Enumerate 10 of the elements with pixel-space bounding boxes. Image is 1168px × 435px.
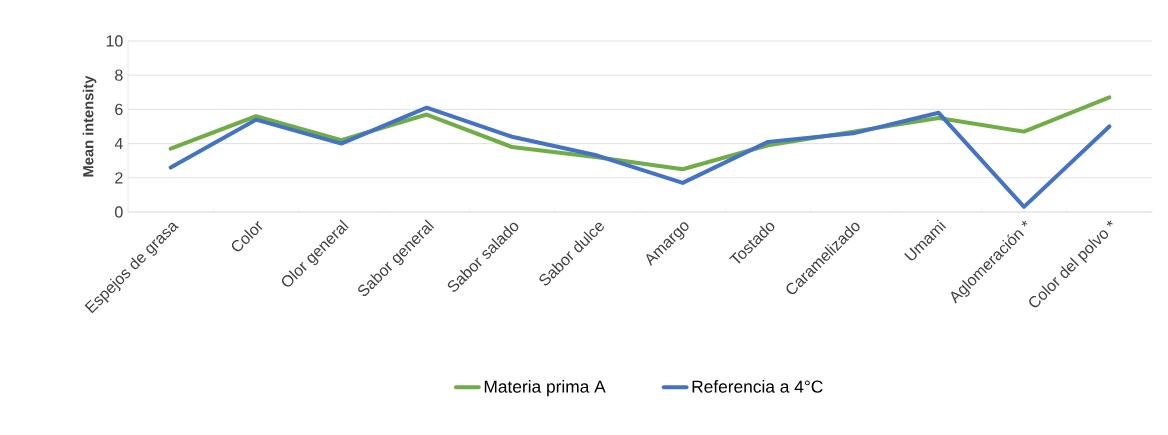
y-tick-label: 8 bbox=[115, 69, 123, 81]
y-tick-label: 0 bbox=[115, 206, 123, 218]
y-tick-label: 2 bbox=[115, 172, 123, 184]
y-tick-label: 4 bbox=[114, 138, 123, 150]
legend-label: Referencia a 4°C bbox=[692, 380, 823, 393]
legend-label: Materia prima A bbox=[484, 380, 606, 397]
y-axis-title: Mean intensity bbox=[82, 75, 97, 177]
line-series bbox=[168, 105, 1112, 209]
y-tick-label: 10 bbox=[106, 35, 123, 47]
y-tick-label: 6 bbox=[115, 103, 123, 116]
